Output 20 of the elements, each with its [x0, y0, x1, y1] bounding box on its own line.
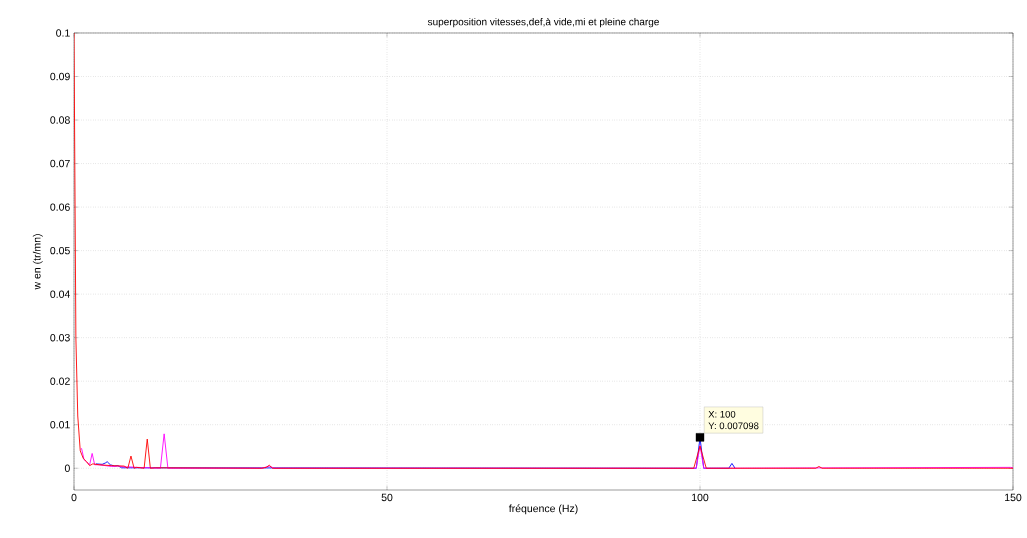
x-tick-label: 100 — [692, 493, 709, 502]
x-tick-label: 0 — [71, 493, 77, 502]
y-tick-label: 0.03 — [50, 333, 70, 342]
y-tick-label: 0.09 — [50, 72, 70, 81]
y-tick-label: 0.01 — [50, 421, 70, 429]
y-tick-label: 0 — [64, 464, 70, 472]
y-axis-title: w en (tr/mn) — [32, 234, 43, 290]
x-tick-label: 50 — [381, 493, 393, 502]
x-tick-label: 150 — [1005, 493, 1022, 502]
y-tick-label: 0.08 — [50, 116, 70, 124]
y-tick-label: 0.05 — [50, 246, 70, 255]
y-tick-label: 0.06 — [50, 203, 70, 211]
chart-title: superposition vitesses,def,à vide,mi et pleine charge — [427, 17, 659, 28]
annotation: X: 100 — [708, 410, 736, 418]
y-tick-label: 0.1 — [56, 29, 70, 37]
y-tick-label: 0.02 — [50, 377, 70, 385]
x-axis-title: fréquence (Hz) — [508, 504, 578, 515]
annotation: Y: 0.007098 — [708, 422, 759, 430]
y-tick-label: 0.04 — [50, 290, 70, 298]
y-tick-label: 0.07 — [50, 159, 70, 168]
